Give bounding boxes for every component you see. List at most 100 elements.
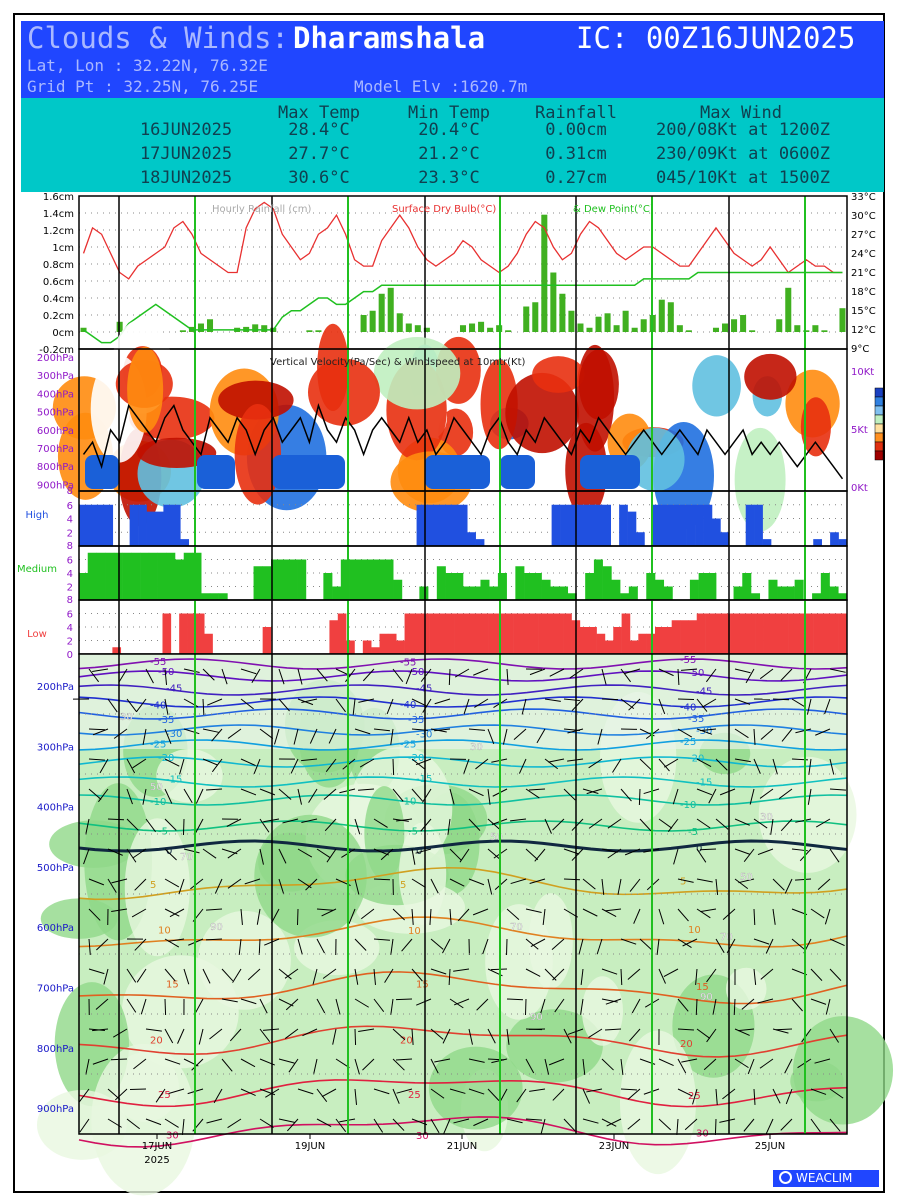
isotherm-label: 10 <box>408 926 421 937</box>
rain-bar <box>206 319 214 332</box>
low-cloud-bar <box>746 613 756 654</box>
wind-barb <box>475 758 489 770</box>
wind-barb <box>586 788 603 795</box>
isotherm-label: -55 <box>680 655 696 666</box>
wind-barb <box>582 1118 599 1124</box>
wind-barb <box>136 698 147 713</box>
weaclim-logo: WEACLIM <box>773 1170 879 1187</box>
wind-barb <box>358 698 375 703</box>
wind-barb <box>620 968 623 986</box>
wind-barb <box>775 1028 793 1031</box>
wind-barb <box>354 818 361 835</box>
wind-barb <box>354 1088 358 1105</box>
high-cloud-bar <box>720 532 730 546</box>
wind-barb <box>734 1058 749 1069</box>
high-cloud-bar <box>154 511 164 546</box>
temp-tick-label: 9°C <box>851 344 869 355</box>
temp-tick-label: 24°C <box>851 249 876 260</box>
wind-barb <box>597 728 603 745</box>
row-rainfall: 0.27cm <box>545 168 607 188</box>
wind-barb <box>596 938 603 955</box>
wind-barb <box>714 1118 717 1136</box>
wind-barb <box>354 1028 357 1046</box>
wind-barb <box>449 788 455 805</box>
wind-barb <box>278 968 292 980</box>
wind-barb <box>829 758 835 775</box>
high-tick-label: 6 <box>67 501 73 512</box>
medium-cloud-bar <box>515 566 525 600</box>
wind-barb <box>753 818 768 829</box>
wind-barb <box>373 1118 384 1133</box>
descent-area <box>272 455 345 489</box>
wind-barb <box>373 1088 390 1095</box>
isotherm-label: -40 <box>400 700 416 711</box>
wind-barb <box>617 878 622 895</box>
medium-cloud-bar <box>262 566 272 600</box>
wind-barb <box>221 998 238 1003</box>
medium-cloud-bar <box>777 586 787 600</box>
medium-cloud-bar <box>332 586 342 600</box>
medium-cloud-bar <box>175 559 185 600</box>
wind-barb <box>607 848 622 859</box>
rain-bar <box>749 330 756 332</box>
wind-barb <box>542 908 546 925</box>
wind-barb <box>164 878 180 888</box>
wind-barb <box>510 878 527 885</box>
rh-area <box>49 820 139 868</box>
wind-barb <box>308 788 318 803</box>
isotherm-label: 10 <box>688 925 701 936</box>
wind-barb <box>316 848 331 859</box>
wind-barb <box>663 968 679 977</box>
wind-barb <box>449 908 452 925</box>
wind-barb <box>677 728 693 738</box>
wind-barb <box>463 758 470 775</box>
wind-barb <box>772 908 776 925</box>
wind-barb <box>578 938 584 955</box>
rh-label: 30 <box>470 742 483 753</box>
wind-barb <box>677 1088 693 1097</box>
wind-barb <box>810 998 827 1005</box>
wind-barb <box>405 668 413 685</box>
wind-barb <box>696 878 713 883</box>
wind-barb <box>202 968 211 984</box>
isotherm-label: 20 <box>150 1036 163 1047</box>
wind-barb <box>677 998 689 1012</box>
wind-barb <box>114 1088 128 1101</box>
medium-cloud-bar <box>183 552 193 600</box>
row-min-temp: 21.2°C <box>418 144 480 164</box>
wind-barb <box>795 878 812 881</box>
wind-barb <box>772 1088 781 1104</box>
row-max-temp: 27.7°C <box>288 144 350 164</box>
wind-barb <box>390 938 394 955</box>
wind-barb <box>563 788 576 801</box>
wind-barb <box>205 938 223 941</box>
wind-barb <box>420 818 432 832</box>
wind-barb <box>92 1028 109 1032</box>
wind-barb <box>348 908 356 925</box>
wind-barb <box>715 818 729 830</box>
rh-area <box>506 1009 603 1083</box>
low-cloud-bar <box>446 613 455 654</box>
wind-barb <box>78 1088 90 1103</box>
wind-barb <box>548 758 565 763</box>
isotherm-label: -45 <box>416 683 432 694</box>
wind-barb <box>95 998 109 1010</box>
wind-barb <box>677 938 692 949</box>
rain-tick-label: 0cm <box>52 328 74 339</box>
wind-barb <box>453 968 470 972</box>
velocity-blob <box>308 358 380 426</box>
wind-barb <box>126 818 139 831</box>
wind-barb <box>817 878 831 891</box>
wind-barb <box>658 818 673 829</box>
wind-barb <box>126 998 137 1013</box>
isotherm-label: -20 <box>158 753 174 764</box>
wind-barb <box>765 1118 774 1134</box>
medium-tick-label: 6 <box>67 556 73 567</box>
wind-barb <box>806 698 812 715</box>
wind-barb <box>373 968 376 985</box>
temp-tick-label: 33°C <box>851 192 876 203</box>
medium-cloud-bar <box>707 573 717 600</box>
rain-bar <box>685 330 692 332</box>
low-cloud-bar <box>371 647 380 654</box>
velocity-blob <box>692 355 741 417</box>
